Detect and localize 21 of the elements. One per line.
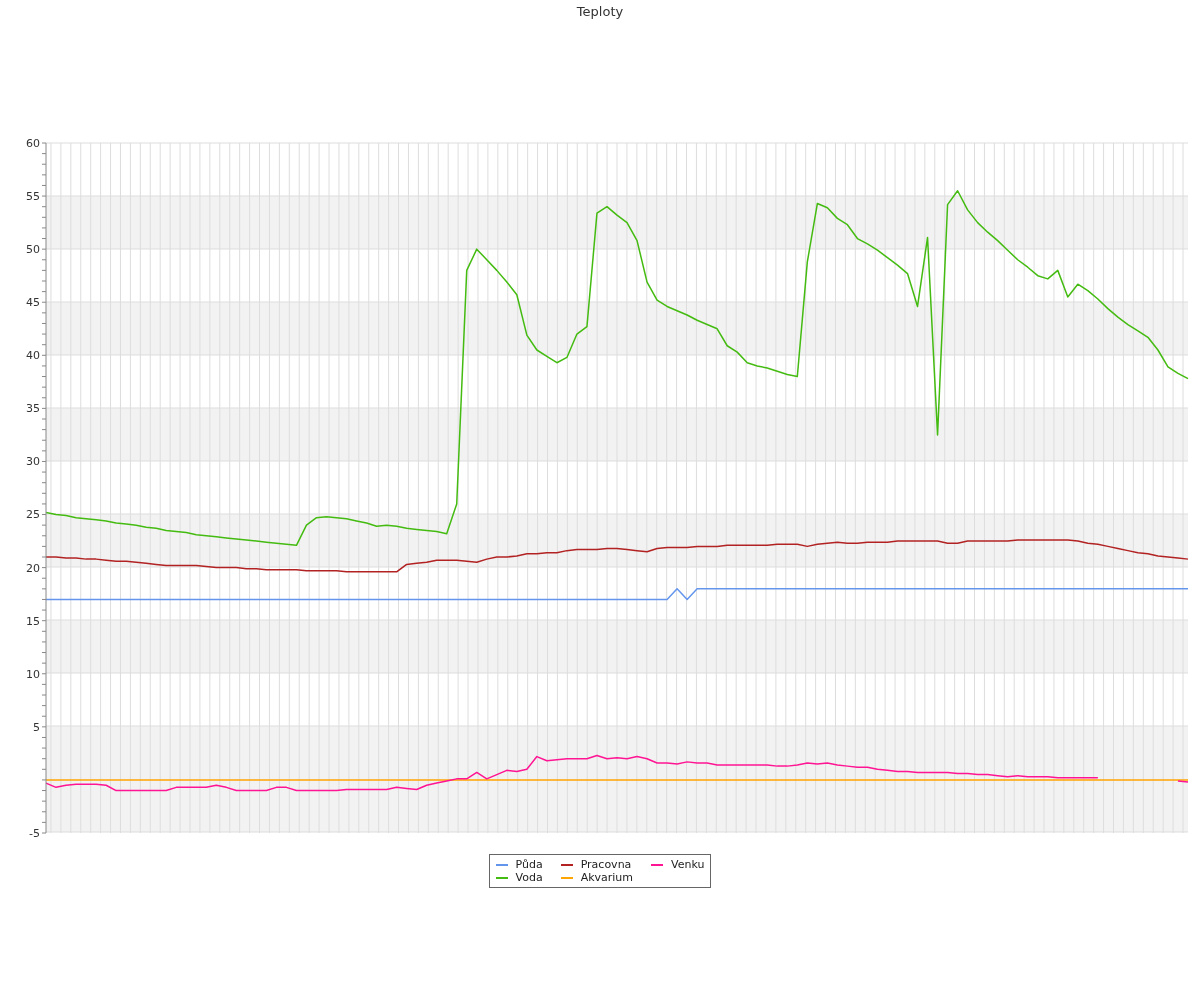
legend-label: Půda <box>515 858 543 871</box>
y-tick-label: 50 <box>26 243 40 257</box>
legend-label: Akvarium <box>580 871 634 884</box>
y-tick-label: 30 <box>26 455 40 469</box>
y-tick-label: 40 <box>26 349 40 363</box>
line-series <box>45 190 1189 547</box>
line-series <box>45 539 1189 573</box>
y-tick-label: 25 <box>26 508 40 522</box>
y-tick-label: 35 <box>26 402 40 416</box>
y-tick-label: 10 <box>26 667 40 681</box>
y-tick-label: 55 <box>26 189 40 203</box>
y-tick-label: 5 <box>33 720 40 734</box>
y-tick-label: 45 <box>26 296 40 310</box>
y-tick-label: 15 <box>26 614 40 628</box>
legend-label: Pracovna <box>580 858 632 871</box>
legend-label: Voda <box>515 871 543 884</box>
y-tick-label: 60 <box>26 136 40 150</box>
chart-title: Teploty <box>575 4 625 19</box>
y-tick-label: 20 <box>26 561 40 575</box>
legend-label: Venku <box>671 858 705 871</box>
y-tick-label: -5 <box>29 826 40 840</box>
